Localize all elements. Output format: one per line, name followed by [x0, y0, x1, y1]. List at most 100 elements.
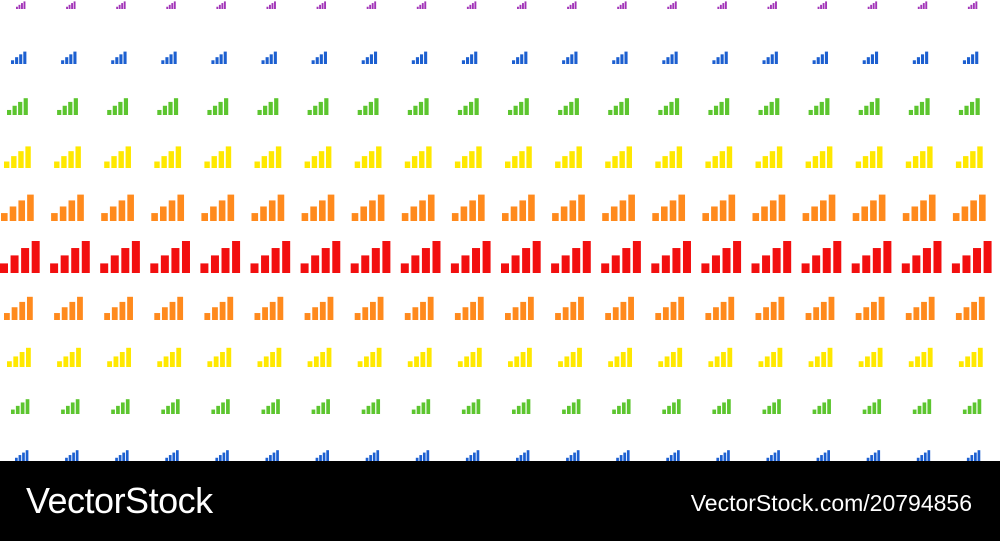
- bar-chart-icon: [354, 146, 382, 168]
- icon-bar: [670, 54, 674, 64]
- icon-bar: [973, 248, 982, 273]
- icon-bar: [722, 402, 726, 414]
- icon-bar: [875, 1, 878, 9]
- icon-bar: [326, 399, 330, 414]
- bar-chart-icon: [905, 146, 933, 168]
- icon-bar: [111, 156, 117, 168]
- icon-bar: [315, 57, 319, 64]
- bar-chart-icon: [207, 98, 229, 115]
- icon-bar: [160, 255, 169, 273]
- icon-bar: [25, 146, 31, 168]
- icon-bar: [817, 6, 820, 9]
- icon-bar: [261, 409, 266, 414]
- icon-bar: [812, 409, 817, 414]
- icon-bar: [169, 301, 176, 320]
- icon-bar: [269, 455, 272, 461]
- icon-bar: [571, 402, 576, 414]
- icon-bar: [772, 248, 781, 273]
- icon-bar: [171, 402, 175, 414]
- icon-bar: [682, 241, 691, 273]
- icon-bar: [166, 405, 170, 414]
- icon-bar: [901, 263, 910, 273]
- icon-bar: [719, 4, 722, 9]
- icon-bar: [672, 3, 675, 10]
- icon-bar: [20, 402, 25, 414]
- bar-chart-icon: [54, 296, 83, 320]
- icon-bar: [366, 405, 371, 414]
- icon-bar: [404, 313, 411, 320]
- icon-bar: [816, 457, 820, 461]
- icon-bar: [920, 200, 927, 221]
- icon-bar: [220, 352, 225, 367]
- icon-bar: [921, 301, 927, 320]
- icon-bar: [215, 457, 219, 461]
- icon-bar: [162, 105, 168, 115]
- icon-bar: [971, 54, 975, 64]
- icon-bar: [677, 347, 683, 367]
- bar-chart-icon: [817, 1, 828, 10]
- bar-chart-icon: [516, 450, 530, 461]
- bar-chart-icon: [717, 1, 727, 10]
- icon-bar: [871, 352, 877, 367]
- icon-bar: [116, 405, 120, 414]
- icon-bar: [820, 54, 824, 64]
- icon-bar: [119, 301, 126, 320]
- icon-bar: [457, 361, 463, 367]
- bar-chart-icon: [250, 241, 291, 273]
- icon-bar: [662, 409, 666, 414]
- icon-bar: [107, 109, 112, 115]
- icon-bar: [969, 101, 975, 115]
- icon-bar: [766, 57, 770, 64]
- icon-bar: [666, 57, 670, 64]
- bar-chart-icon: [315, 450, 329, 461]
- icon-bar: [902, 213, 910, 221]
- bar-chart-icon: [812, 399, 831, 414]
- icon-bar: [21, 3, 23, 10]
- icon-bar: [361, 60, 365, 64]
- icon-bar: [962, 255, 971, 273]
- icon-bar: [975, 51, 979, 64]
- icon-bar: [263, 356, 269, 367]
- bar-chart-icon: [955, 296, 985, 320]
- icon-bar: [101, 213, 108, 221]
- icon-bar: [824, 51, 828, 64]
- icon-bar: [57, 361, 62, 367]
- icon-bar: [626, 399, 631, 414]
- icon-bar: [720, 54, 724, 64]
- icon-bar: [758, 361, 764, 367]
- icon-bar: [318, 151, 325, 168]
- bar-chart-icon: [708, 347, 733, 367]
- bar-chart-icon: [465, 450, 480, 461]
- icon-bar: [562, 409, 566, 414]
- icon-bar: [512, 409, 516, 414]
- bar-chart-icon: [908, 347, 933, 367]
- icon-bar: [407, 361, 413, 367]
- icon-bar: [269, 54, 273, 64]
- bar-chart-icon: [752, 194, 786, 221]
- icon-bar: [770, 301, 777, 320]
- icon-bar: [216, 405, 220, 414]
- icon-bar: [733, 241, 742, 273]
- icon-bar: [762, 409, 767, 414]
- bar-chart-icon: [716, 450, 730, 461]
- icon-bar: [783, 241, 792, 273]
- icon-bar: [933, 241, 942, 273]
- icon-bar: [324, 98, 329, 115]
- icon-bar: [520, 352, 526, 367]
- icon-bar: [75, 450, 79, 461]
- icon-bar: [212, 307, 218, 320]
- bar-chart-icon: [801, 241, 842, 273]
- icon-bar: [282, 241, 291, 273]
- bar-chart-icon: [211, 399, 230, 414]
- bar-chart-icon: [350, 241, 391, 273]
- icon-bar: [411, 255, 420, 273]
- icon-bar: [819, 151, 826, 168]
- bar-chart-icon: [562, 51, 578, 64]
- icon-bar: [31, 241, 40, 273]
- bar-chart-icon: [61, 51, 77, 64]
- bar-chart-icon: [702, 194, 736, 221]
- icon-bar: [983, 241, 992, 273]
- icon-bar: [470, 54, 474, 64]
- icon-bar: [770, 54, 774, 64]
- icon-bar: [823, 452, 827, 461]
